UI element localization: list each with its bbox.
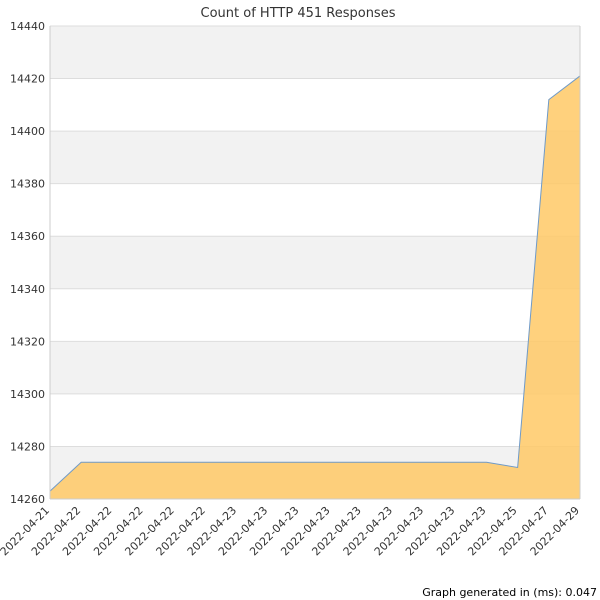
y-tick-label: 14440 — [10, 20, 45, 33]
grid-band — [50, 26, 580, 79]
footer-note: Graph generated in (ms): 0.047 — [422, 586, 597, 599]
y-tick-label: 14320 — [10, 335, 45, 348]
background-bands — [50, 26, 580, 499]
y-tick-label: 14360 — [10, 230, 45, 243]
y-tick-label: 14400 — [10, 125, 45, 138]
y-tick-label: 14280 — [10, 440, 45, 453]
series-area-fill — [50, 75, 580, 499]
grid-band — [50, 341, 580, 394]
y-tick-label: 14380 — [10, 178, 45, 191]
axes — [49, 26, 581, 500]
y-tick-label: 14260 — [10, 493, 45, 506]
gridlines — [50, 25, 580, 500]
y-tick-label: 14420 — [10, 73, 45, 86]
y-tick-label: 14340 — [10, 283, 45, 296]
series-line — [49, 75, 581, 492]
y-axis-ticks: 14260 14280 14300 14320 14340 14360 14380 14400… — [10, 20, 45, 506]
y-tick-label: 14300 — [10, 388, 45, 401]
grid-band — [50, 131, 580, 184]
x-axis-ticks: 2022-04-212022-04-222022-04-222022-04-22… — [0, 504, 582, 558]
grid-band — [50, 236, 580, 289]
chart-title: Count of HTTP 451 Responses — [201, 6, 396, 21]
